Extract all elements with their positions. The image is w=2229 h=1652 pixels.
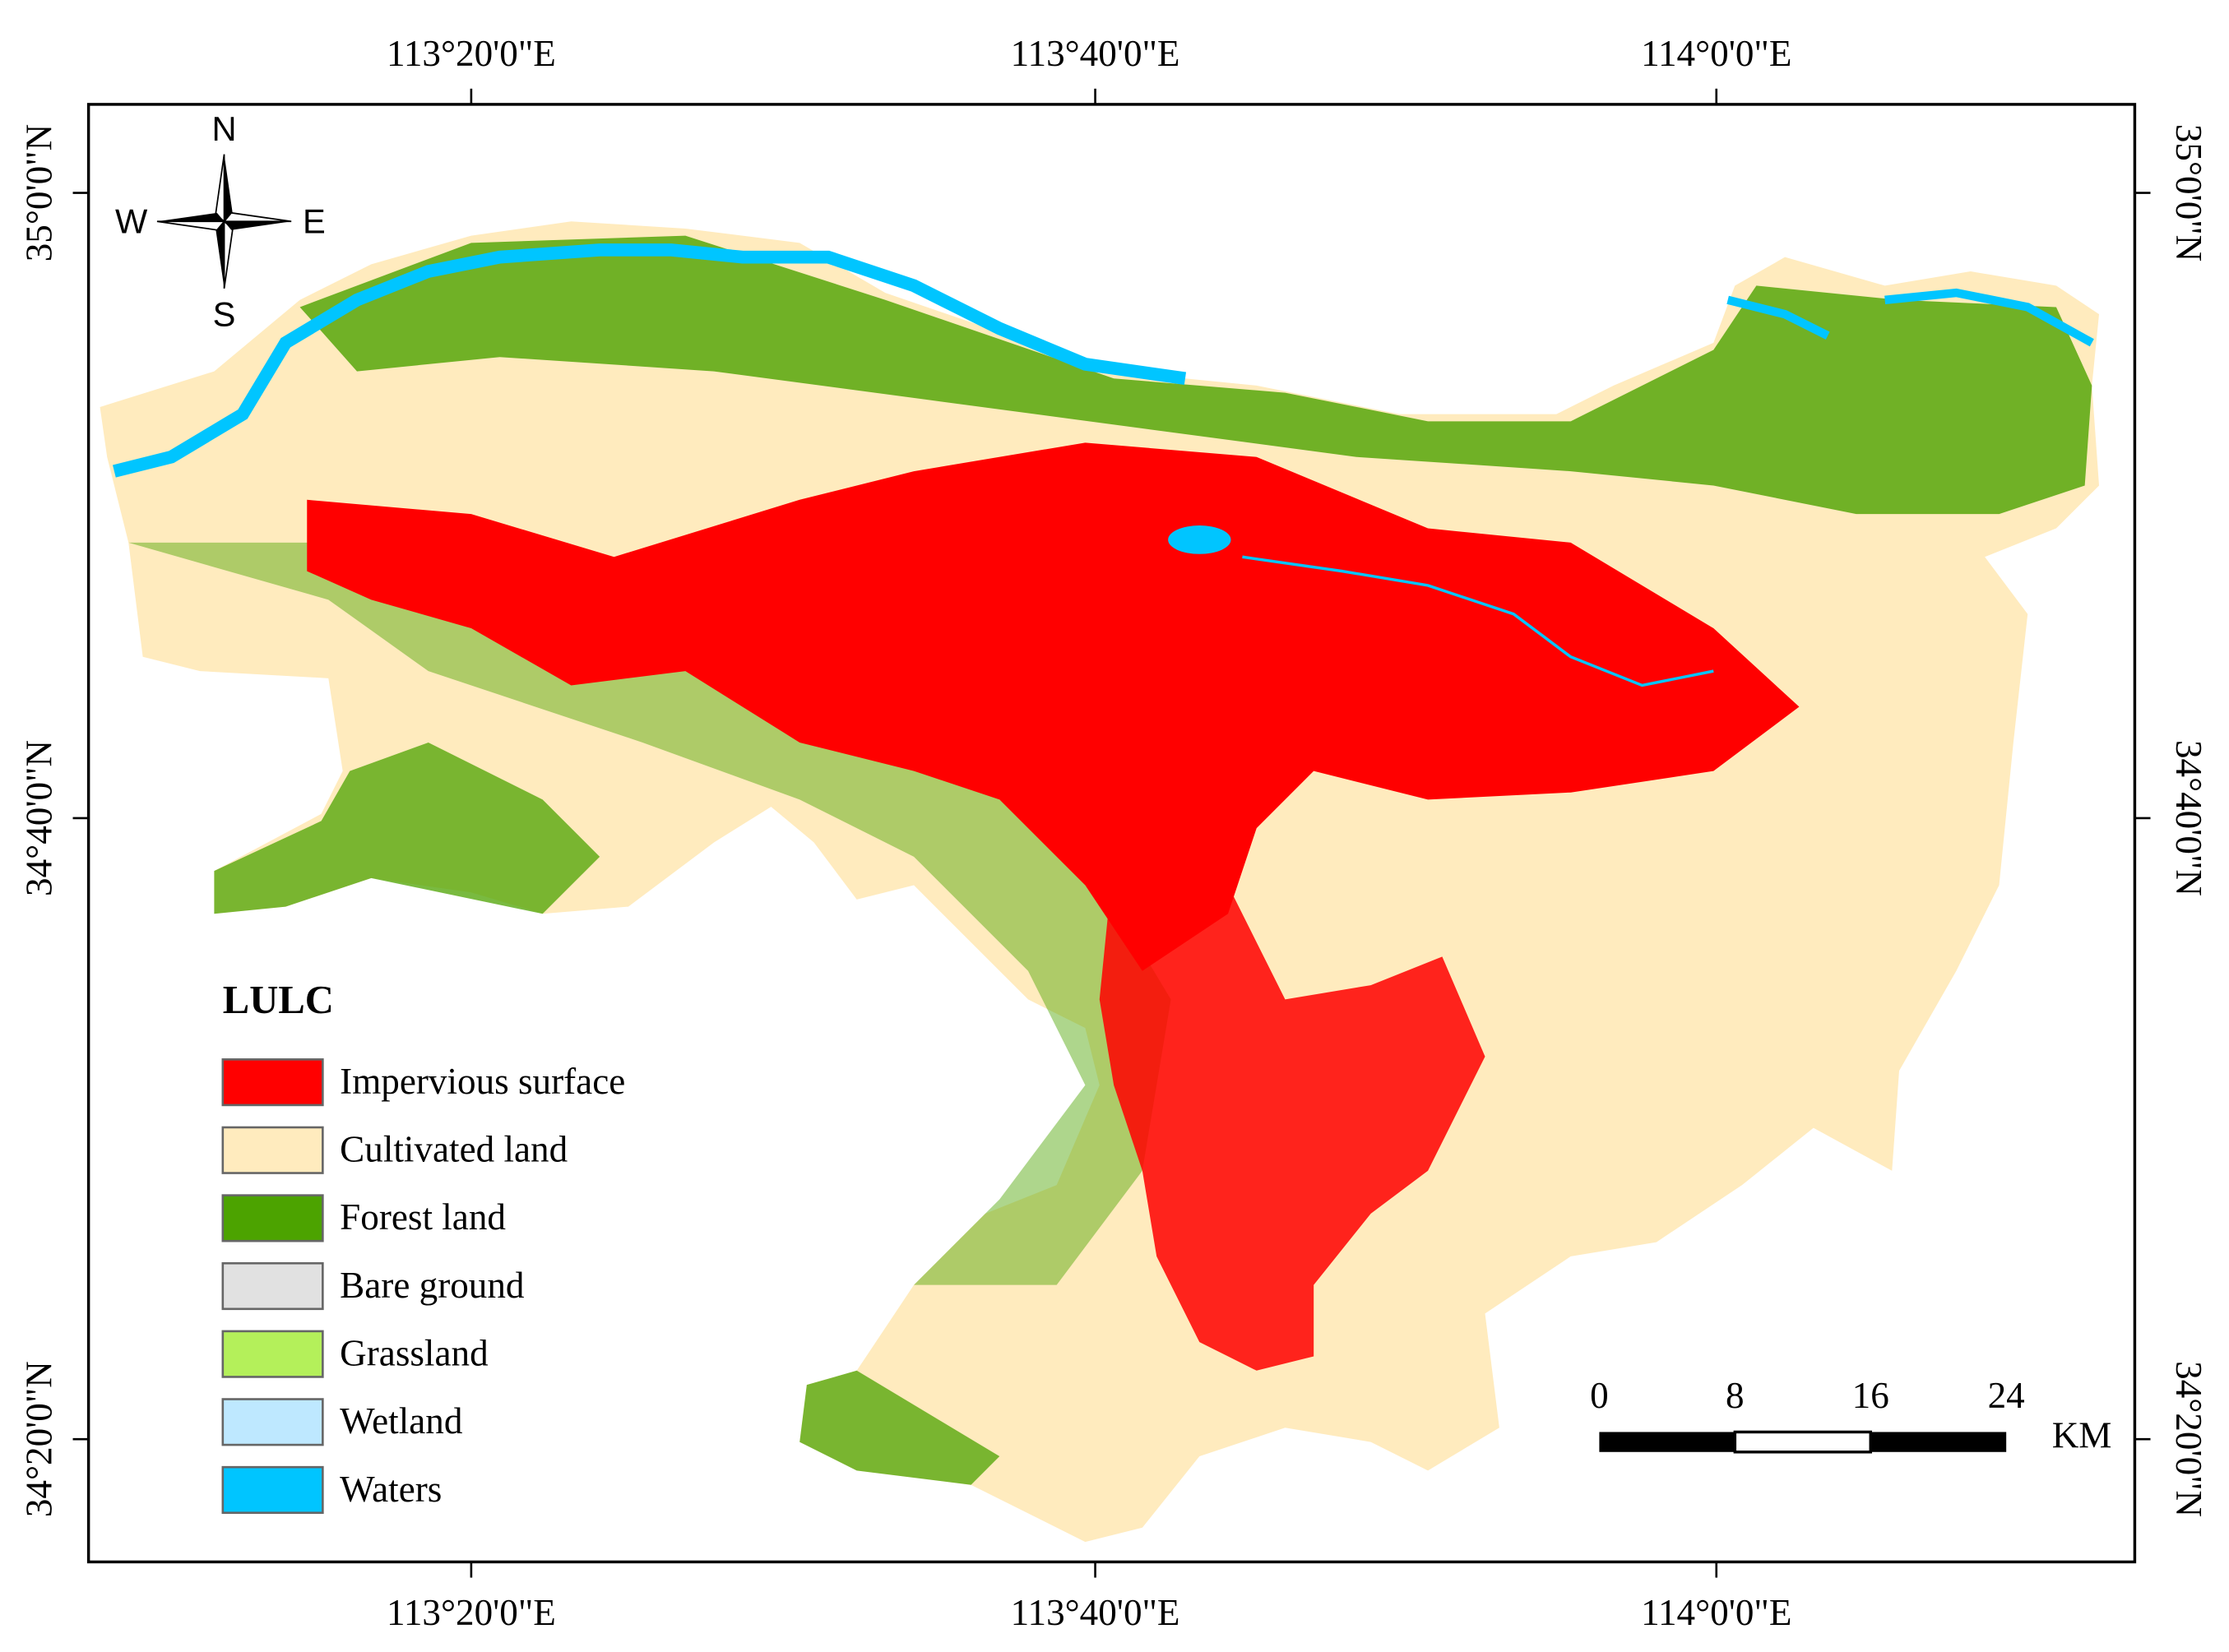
river (1242, 555, 1714, 687)
legend-label: Forest land (340, 1196, 506, 1238)
impervious-area (1099, 856, 1485, 1371)
legend-swatch (221, 1261, 324, 1311)
compass-point (224, 221, 292, 230)
river (112, 243, 1187, 478)
scale-label: 8 (1726, 1375, 1745, 1416)
legend-swatch (221, 1058, 324, 1107)
legend-label: Waters (340, 1469, 442, 1510)
scale-label: 24 (1988, 1375, 2025, 1416)
longitude-label: 113°40'0"E (1011, 1592, 1180, 1633)
legend-swatch (221, 1194, 324, 1242)
latitude-label: 34°40'0"N (18, 740, 59, 896)
land-cover-map (100, 221, 2100, 1543)
longitude-label: 114°0'0"E (1641, 1592, 1791, 1633)
legend-swatch (221, 1465, 324, 1515)
scale-unit: KM (2052, 1414, 2112, 1455)
scale-segment (1733, 1430, 1872, 1454)
forest-area (799, 1370, 1000, 1485)
latitude-label: 34°20'0"N (2168, 1361, 2209, 1517)
compass-label: N (212, 109, 237, 148)
scale-label: 0 (1590, 1375, 1609, 1416)
scale-bar: KM 0 8 16 24 (1590, 1375, 2111, 1456)
legend-label: Cultivated land (340, 1129, 568, 1170)
longitude-label: 113°20'0"E (387, 1592, 556, 1633)
legend-label: Bare ground (340, 1265, 525, 1306)
scale-segment (1599, 1432, 1735, 1452)
scale-label: 16 (1852, 1375, 1889, 1416)
compass-point (215, 221, 225, 289)
compass-label: S (213, 295, 236, 334)
impervious-area (307, 442, 1800, 971)
latitude-label: 35°0'0"N (2168, 124, 2209, 261)
legend: LULC Impervious surface Cultivated land Fo… (221, 978, 625, 1515)
scale-segment (1870, 1432, 2007, 1452)
legend-label: Grassland (340, 1333, 489, 1374)
legend-swatch (221, 1330, 324, 1378)
longitude-label: 114°0'0"E (1641, 33, 1791, 74)
compass-label: E (303, 202, 326, 241)
compass-label: W (115, 202, 148, 241)
legend-label: Wetland (340, 1400, 463, 1441)
north-arrow: N S W E (115, 109, 326, 334)
latitude-label: 35°0'0"N (18, 124, 59, 261)
legend-swatch (221, 1398, 324, 1446)
legend-swatch (221, 1126, 324, 1174)
river (1726, 288, 2094, 347)
compass-point (156, 212, 225, 222)
latitude-label: 34°20'0"N (18, 1361, 59, 1517)
latitude-label: 34°40'0"N (2168, 740, 2209, 896)
longitude-label: 113°20'0"E (387, 33, 556, 74)
lake (1168, 525, 1231, 554)
compass-point (156, 220, 226, 231)
compass-point (222, 211, 292, 223)
forest-area (299, 235, 2092, 515)
compass-point (224, 154, 233, 222)
legend-title: LULC (223, 978, 334, 1022)
forest-area (214, 742, 600, 914)
longitude-label: 113°40'0"E (1011, 33, 1180, 74)
graticule-ticks (72, 88, 2151, 1578)
forest-area (128, 542, 1171, 1285)
map-frame (86, 103, 2137, 1564)
legend-label: Impervious surface (340, 1061, 625, 1102)
